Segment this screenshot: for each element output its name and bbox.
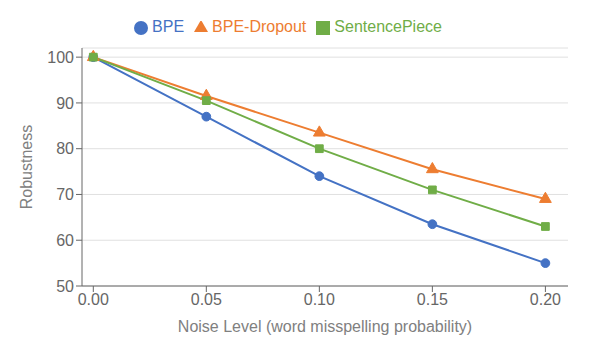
- svg-text:100: 100: [47, 49, 74, 66]
- svg-text:50: 50: [56, 278, 74, 295]
- svg-text:Noise Level (word misspelling: Noise Level (word misspelling probabilit…: [178, 318, 472, 335]
- svg-text:0.10: 0.10: [304, 291, 335, 308]
- svg-text:0.00: 0.00: [78, 291, 109, 308]
- svg-text:70: 70: [56, 186, 74, 203]
- html-text:BPE: BPE: [152, 18, 184, 35]
- svg-text:0.20: 0.20: [530, 291, 561, 308]
- html-text:SentencePiece: SentencePiece: [334, 18, 442, 35]
- svg-text:80: 80: [56, 140, 74, 157]
- svg-text:0.15: 0.15: [417, 291, 448, 308]
- html-text:BPE-Dropout: BPE-Dropout: [212, 18, 307, 35]
- svg-text:90: 90: [56, 95, 74, 112]
- svg-text:60: 60: [56, 232, 74, 249]
- svg-text:0.05: 0.05: [191, 291, 222, 308]
- svg-text:Robustness: Robustness: [18, 125, 35, 210]
